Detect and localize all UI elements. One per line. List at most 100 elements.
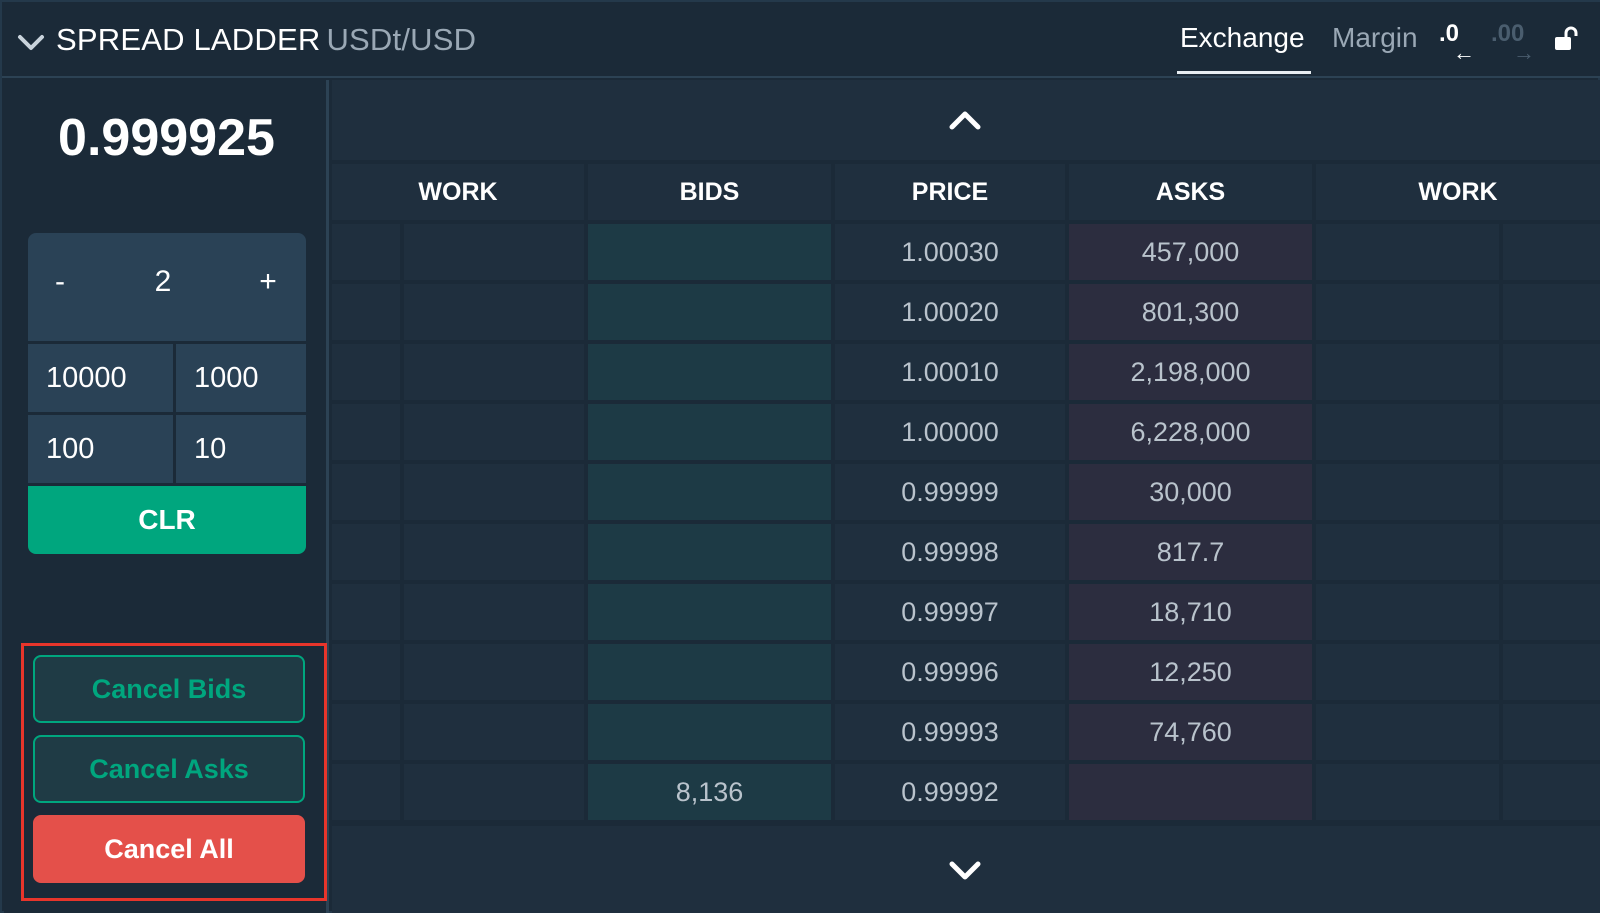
work-right-cell-a[interactable] bbox=[1316, 584, 1499, 640]
work-left-cell-a[interactable] bbox=[332, 224, 400, 280]
bid-cell[interactable] bbox=[588, 464, 831, 520]
work-right-cell-a[interactable] bbox=[1316, 284, 1499, 340]
price-cell[interactable]: 0.99997 bbox=[835, 584, 1065, 640]
work-right-cell-a[interactable] bbox=[1316, 344, 1499, 400]
stepper-value[interactable]: 2 bbox=[154, 265, 172, 298]
bid-cell[interactable] bbox=[588, 344, 831, 400]
work-right-cell-a[interactable] bbox=[1316, 464, 1499, 520]
title-text: SPREAD LADDER bbox=[56, 22, 321, 57]
chevron-down-icon bbox=[949, 861, 981, 880]
price-cell[interactable]: 1.00020 bbox=[835, 284, 1065, 340]
work-right-cell-b[interactable] bbox=[1503, 524, 1600, 580]
mid-price: 0.999925 bbox=[58, 109, 275, 167]
work-right-cell-b[interactable] bbox=[1503, 704, 1600, 760]
ask-cell[interactable]: 30,000 bbox=[1069, 464, 1312, 520]
active-tab-indicator bbox=[1177, 71, 1311, 74]
price-cell[interactable]: 1.00030 bbox=[835, 224, 1065, 280]
bid-cell[interactable] bbox=[588, 404, 831, 460]
bid-cell[interactable]: 8,136 bbox=[588, 764, 831, 820]
ask-cell[interactable]: 801,300 bbox=[1069, 284, 1312, 340]
work-left-cell-b[interactable] bbox=[404, 404, 584, 460]
clear-button[interactable]: CLR bbox=[28, 486, 306, 554]
work-left-cell-a[interactable] bbox=[332, 404, 400, 460]
work-left-cell-a[interactable] bbox=[332, 584, 400, 640]
price-cell[interactable]: 0.99998 bbox=[835, 524, 1065, 580]
price-cell[interactable]: 1.00000 bbox=[835, 404, 1065, 460]
tab-margin[interactable]: Margin bbox=[1332, 22, 1418, 53]
work-left-cell-a[interactable] bbox=[332, 524, 400, 580]
scroll-up-button[interactable] bbox=[332, 80, 1600, 160]
work-left-cell-b[interactable] bbox=[404, 464, 584, 520]
work-left-cell-b[interactable] bbox=[404, 584, 584, 640]
quantity-key-1000[interactable]: 1000 bbox=[176, 344, 306, 412]
quantity-key-10000[interactable]: 10000 bbox=[28, 344, 173, 412]
pair-text: USDt/USD bbox=[326, 22, 477, 57]
price-cell[interactable]: 0.99992 bbox=[835, 764, 1065, 820]
price-ladder: WORK BIDS PRICE ASKS WORK 1.00030 457,000… bbox=[332, 80, 1600, 913]
work-left-cell-b[interactable] bbox=[404, 764, 584, 820]
bid-cell[interactable] bbox=[588, 224, 831, 280]
work-left-cell-a[interactable] bbox=[332, 644, 400, 700]
work-left-cell-a[interactable] bbox=[332, 464, 400, 520]
ask-cell[interactable]: 18,710 bbox=[1069, 584, 1312, 640]
work-right-cell-b[interactable] bbox=[1503, 644, 1600, 700]
decrease-precision-button[interactable]: .0 ← bbox=[1439, 22, 1475, 64]
work-right-cell-a[interactable] bbox=[1316, 404, 1499, 460]
work-left-cell-b[interactable] bbox=[404, 344, 584, 400]
ask-cell[interactable]: 457,000 bbox=[1069, 224, 1312, 280]
work-left-cell-b[interactable] bbox=[404, 524, 584, 580]
ask-cell[interactable]: 12,250 bbox=[1069, 644, 1312, 700]
work-left-cell-b[interactable] bbox=[404, 284, 584, 340]
cancel-all-button[interactable]: Cancel All bbox=[33, 815, 305, 883]
work-left-cell-a[interactable] bbox=[332, 344, 400, 400]
bid-cell[interactable] bbox=[588, 284, 831, 340]
price-cell[interactable]: 0.99999 bbox=[835, 464, 1065, 520]
work-right-cell-b[interactable] bbox=[1503, 284, 1600, 340]
quantity-key-10[interactable]: 10 bbox=[176, 415, 306, 483]
work-right-cell-b[interactable] bbox=[1503, 764, 1600, 820]
work-right-cell-b[interactable] bbox=[1503, 344, 1600, 400]
ask-cell[interactable]: 817.7 bbox=[1069, 524, 1312, 580]
price-cell[interactable]: 0.99996 bbox=[835, 644, 1065, 700]
bid-cell[interactable] bbox=[588, 524, 831, 580]
work-left-cell-b[interactable] bbox=[404, 704, 584, 760]
bid-cell[interactable] bbox=[588, 704, 831, 760]
bid-cell[interactable] bbox=[588, 584, 831, 640]
increase-precision-label: .00 bbox=[1491, 20, 1525, 47]
ask-cell[interactable] bbox=[1069, 764, 1312, 820]
work-right-cell-a[interactable] bbox=[1316, 224, 1499, 280]
column-header-price: PRICE bbox=[835, 164, 1065, 220]
cancel-bids-button[interactable]: Cancel Bids bbox=[33, 655, 305, 723]
bid-cell[interactable] bbox=[588, 644, 831, 700]
work-left-cell-a[interactable] bbox=[332, 284, 400, 340]
scroll-down-button[interactable] bbox=[332, 826, 1600, 913]
tab-exchange[interactable]: Exchange bbox=[1180, 22, 1305, 53]
cancel-asks-button[interactable]: Cancel Asks bbox=[33, 735, 305, 803]
work-right-cell-b[interactable] bbox=[1503, 224, 1600, 280]
work-left-cell-a[interactable] bbox=[332, 704, 400, 760]
chevron-down-icon[interactable] bbox=[16, 28, 46, 58]
price-cell[interactable]: 0.99993 bbox=[835, 704, 1065, 760]
work-right-cell-a[interactable] bbox=[1316, 644, 1499, 700]
column-header-asks: ASKS bbox=[1069, 164, 1312, 220]
increase-precision-button[interactable]: .00 → bbox=[1491, 22, 1535, 64]
quantity-key-100[interactable]: 100 bbox=[28, 415, 173, 483]
work-left-cell-b[interactable] bbox=[404, 644, 584, 700]
work-right-cell-a[interactable] bbox=[1316, 764, 1499, 820]
header-bar: SPREAD LADDER USDt/USD Exchange Margin .0… bbox=[2, 2, 1600, 78]
work-right-cell-b[interactable] bbox=[1503, 404, 1600, 460]
column-header-work-right: WORK bbox=[1316, 164, 1600, 220]
price-cell[interactable]: 1.00010 bbox=[835, 344, 1065, 400]
unlock-icon[interactable] bbox=[1554, 26, 1580, 52]
ask-cell[interactable]: 6,228,000 bbox=[1069, 404, 1312, 460]
increment-button[interactable]: + bbox=[259, 265, 277, 298]
work-right-cell-b[interactable] bbox=[1503, 464, 1600, 520]
ask-cell[interactable]: 74,760 bbox=[1069, 704, 1312, 760]
ask-cell[interactable]: 2,198,000 bbox=[1069, 344, 1312, 400]
work-left-cell-b[interactable] bbox=[404, 224, 584, 280]
decrement-button[interactable]: - bbox=[55, 265, 65, 298]
work-left-cell-a[interactable] bbox=[332, 764, 400, 820]
work-right-cell-a[interactable] bbox=[1316, 524, 1499, 580]
work-right-cell-a[interactable] bbox=[1316, 704, 1499, 760]
work-right-cell-b[interactable] bbox=[1503, 584, 1600, 640]
